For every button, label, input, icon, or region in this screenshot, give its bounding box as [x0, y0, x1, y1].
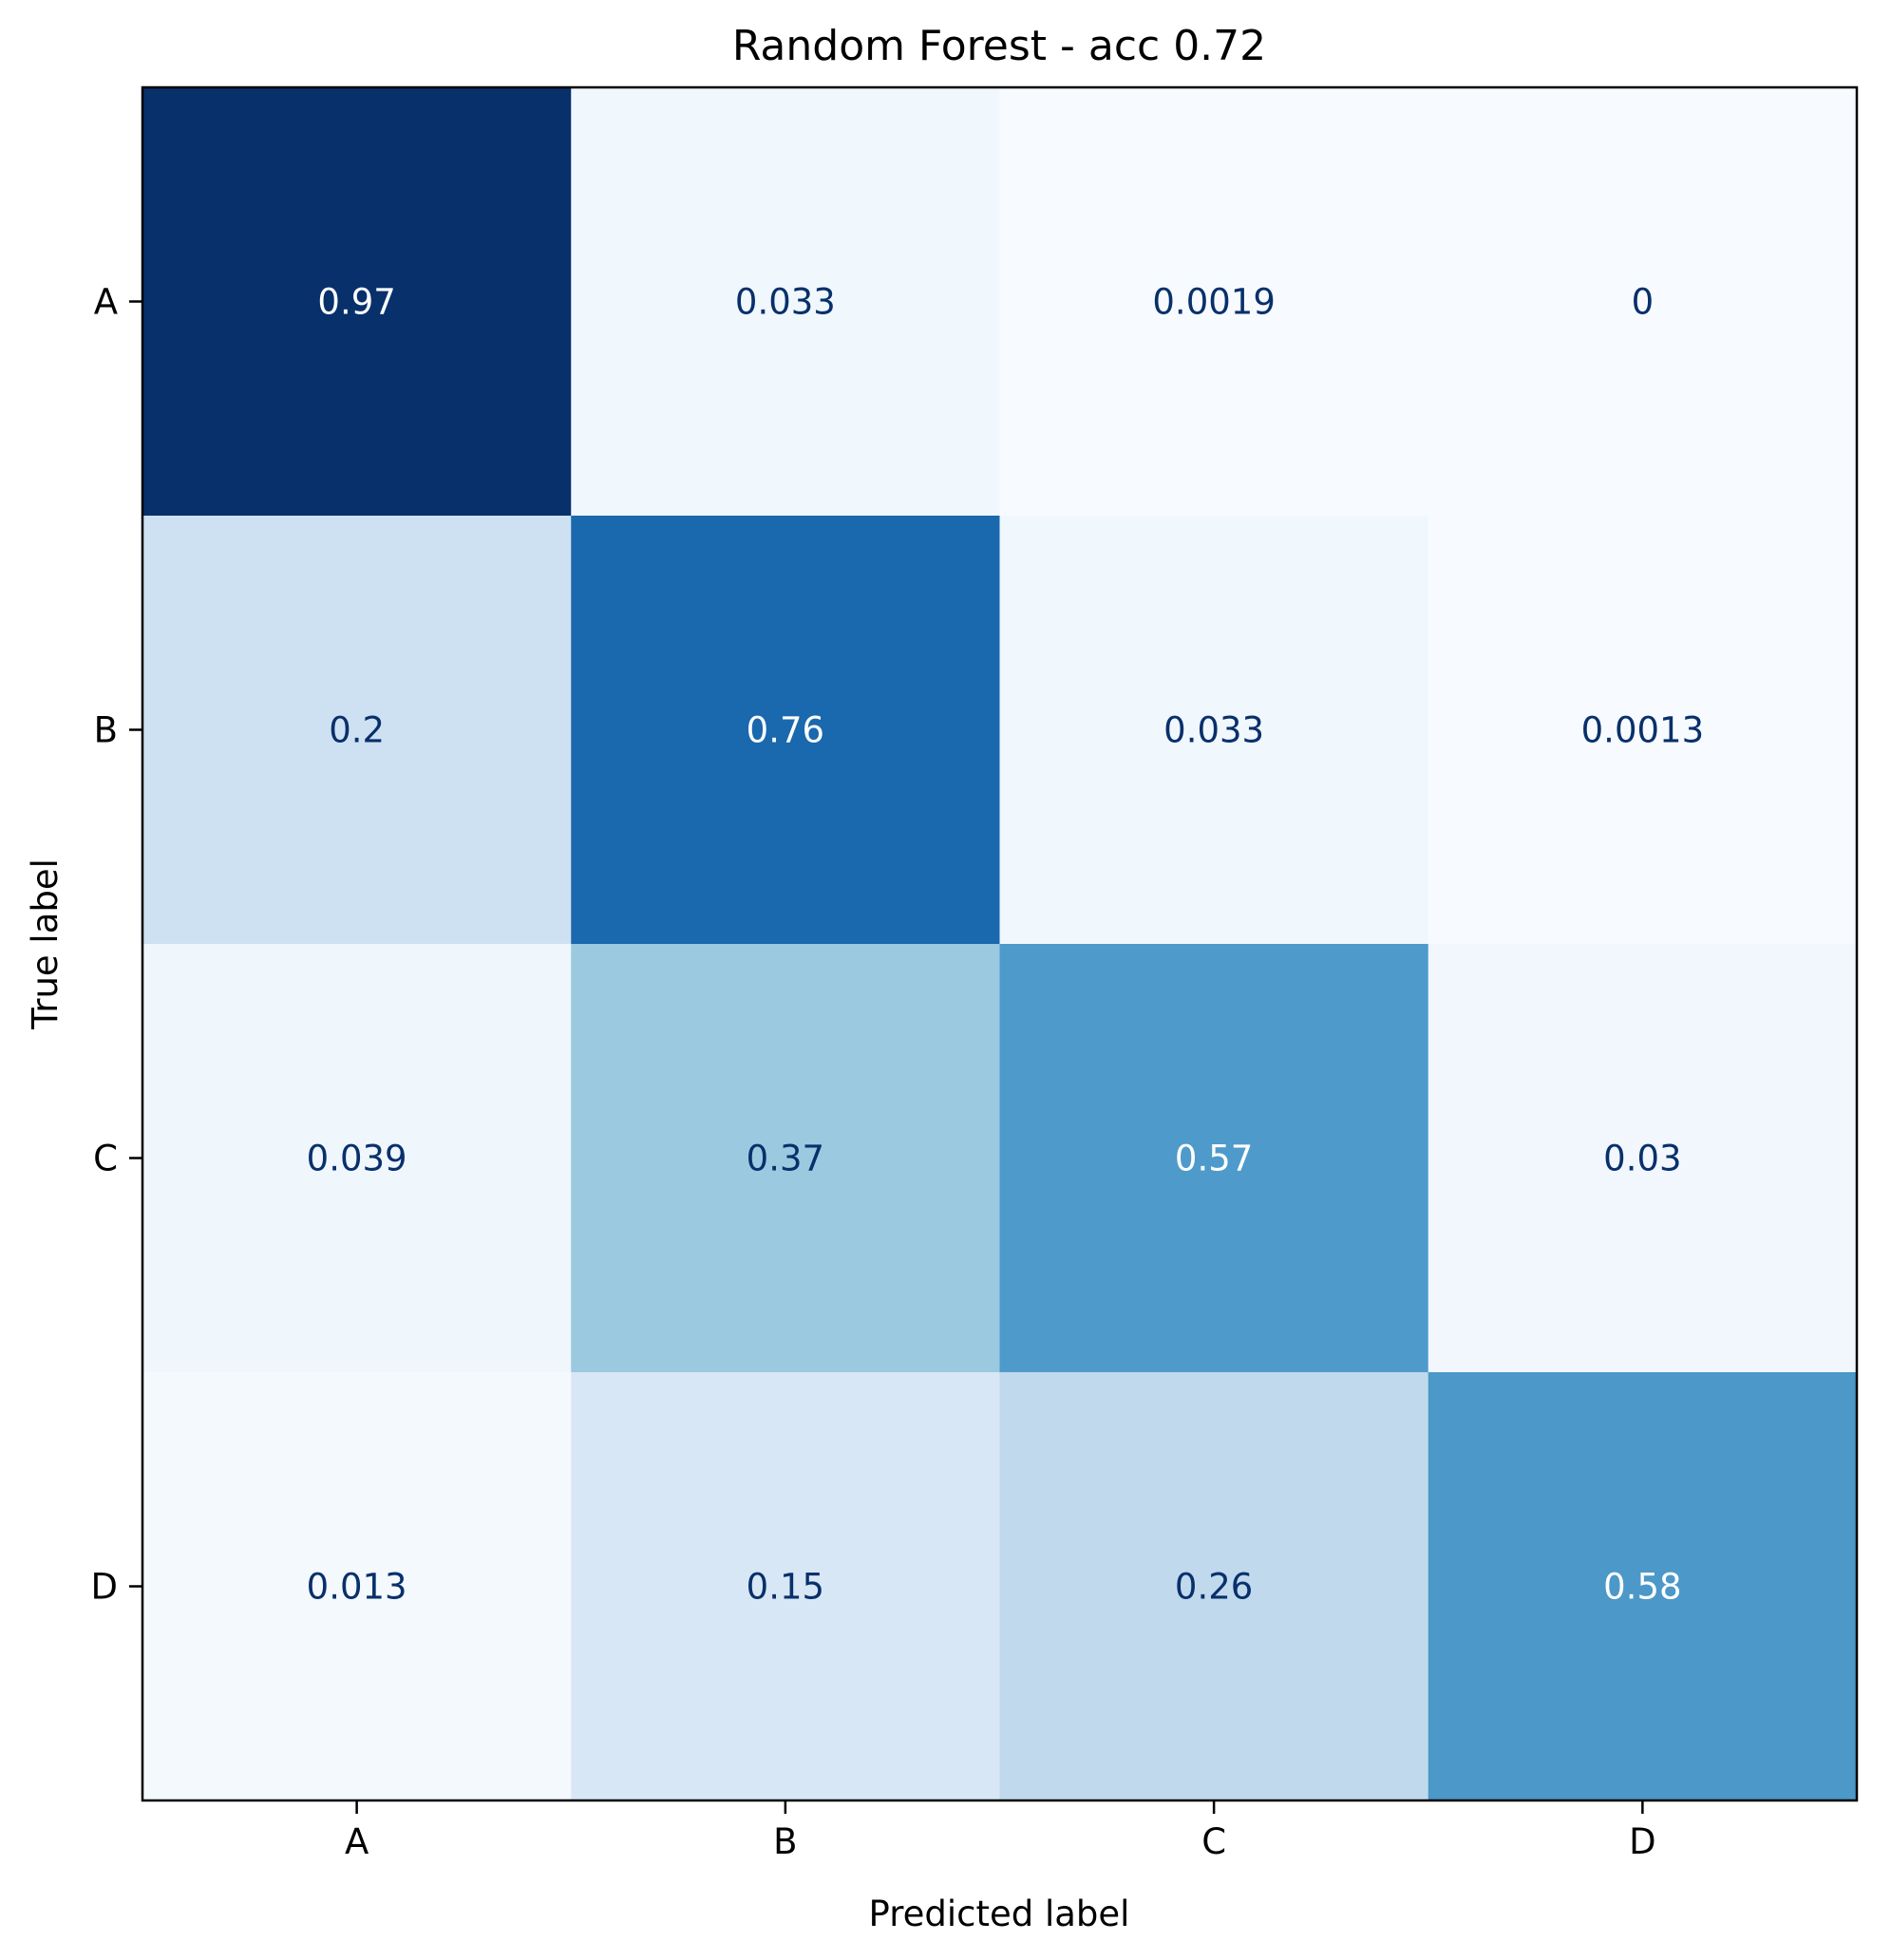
- cell-value-label: 0.0019: [1152, 282, 1275, 323]
- heatmap-cell-A-B: [571, 87, 1000, 517]
- x-tick-label: A: [345, 1821, 369, 1862]
- heatmap-cell-B-D: [1428, 516, 1858, 945]
- heatmap-cell-D-D: [1428, 1372, 1858, 1801]
- y-axis-ticks: A B C D: [91, 282, 142, 1608]
- heatmap-cell-C-B: [571, 944, 1000, 1373]
- chart-title: Random Forest - acc 0.72: [732, 22, 1266, 70]
- y-tick-label: C: [93, 1139, 118, 1179]
- cell-value-label: 0.033: [735, 282, 836, 323]
- cell-value-label: 0.97: [317, 282, 395, 323]
- heatmap-cell-C-C: [999, 944, 1429, 1373]
- x-tick-label: D: [1629, 1821, 1656, 1862]
- cell-value-label: 0.37: [747, 1139, 824, 1179]
- cell-value-label: 0.57: [1175, 1139, 1253, 1179]
- heatmap-cell-D-C: [999, 1372, 1429, 1801]
- cell-value-label: 0.15: [747, 1567, 824, 1608]
- cell-value-label: 0.58: [1603, 1567, 1681, 1608]
- heatmap-cell-C-D: [1428, 944, 1858, 1373]
- x-axis-label: Predicted label: [869, 1894, 1130, 1934]
- cell-value-label: 0.2: [329, 710, 385, 751]
- cell-value-labels: 0.97 0.033 0.0019 0 0.2 0.76 0.033 0.0013 0.039 0…: [307, 282, 1704, 1608]
- heatmap-cell-D-A: [142, 1372, 572, 1801]
- y-tick-label: D: [91, 1567, 119, 1608]
- x-tick-label: B: [773, 1821, 797, 1862]
- x-axis-ticks: A B C D: [345, 1800, 1656, 1862]
- heatmap-cell-B-A: [142, 516, 572, 945]
- cell-value-label: 0.013: [307, 1567, 407, 1608]
- heatmap-cell-A-A: [142, 87, 572, 517]
- cell-value-label: 0.039: [307, 1139, 407, 1179]
- cell-value-label: 0: [1632, 282, 1655, 323]
- cell-value-label: 0.26: [1175, 1567, 1253, 1608]
- heatmap-cell-A-D: [1428, 87, 1858, 517]
- y-axis-label: True label: [25, 858, 66, 1030]
- heatmap-cell-D-B: [571, 1372, 1000, 1801]
- y-tick-label: A: [94, 282, 118, 323]
- cell-value-label: 0.76: [747, 710, 824, 751]
- plot-frame: [141, 85, 1859, 1802]
- heatmap-cell-C-A: [142, 944, 572, 1373]
- heatmap-cell-B-B: [571, 516, 1000, 945]
- cell-value-label: 0.0013: [1581, 710, 1704, 751]
- heatmap-cells: [142, 87, 1858, 1801]
- heatmap-cell-B-C: [999, 516, 1429, 945]
- cell-value-label: 0.03: [1603, 1139, 1681, 1179]
- x-tick-label: C: [1201, 1821, 1226, 1862]
- cell-value-label: 0.033: [1163, 710, 1264, 751]
- heatmap-cell-A-C: [999, 87, 1429, 517]
- y-tick-label: B: [94, 710, 118, 751]
